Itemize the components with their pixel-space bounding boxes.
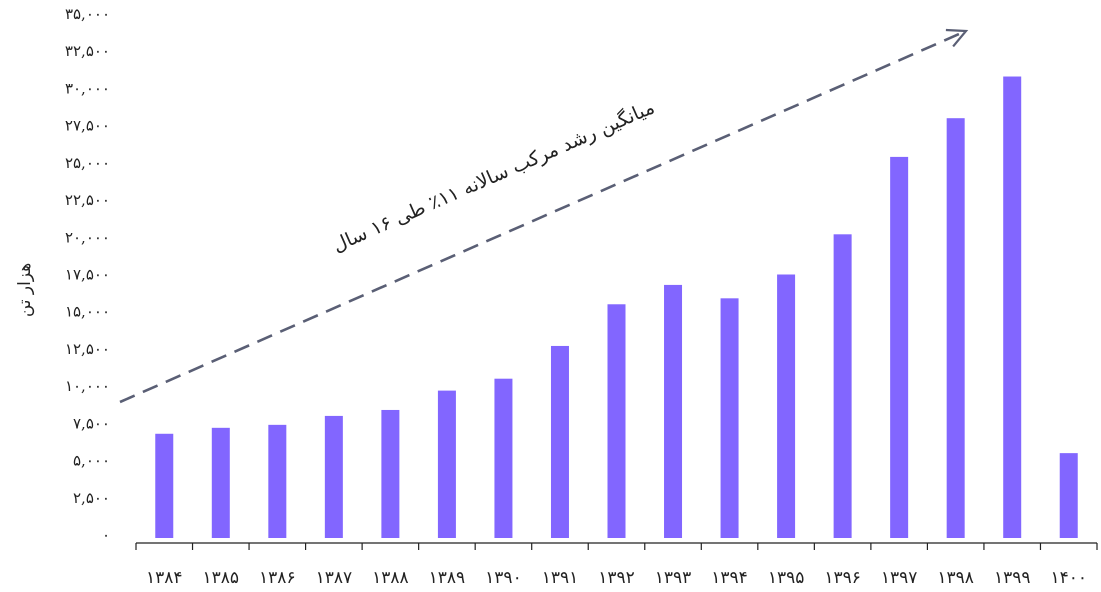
bars: [155, 76, 1078, 539]
bar: [381, 409, 400, 538]
x-tick-label: ١٣٨٨: [372, 568, 409, 588]
bar: [1059, 453, 1078, 538]
x-tick-label: ١٣٩١: [542, 568, 579, 588]
y-tick-label: ١٢,۵٠٠: [65, 340, 110, 358]
x-tick-label: ١٣٨۴: [146, 568, 183, 588]
y-tick-label: ٢٠,٠٠٠: [65, 228, 110, 246]
bar: [211, 427, 230, 538]
x-tick-label: ١۴٠٠: [1050, 568, 1087, 588]
x-tick-label: ١٣٩٧: [881, 568, 918, 588]
x-tick-label: ١٣٩٢: [598, 568, 635, 588]
bar: [1003, 76, 1022, 539]
x-tick-label: ١٣٩۵: [768, 568, 805, 588]
x-tick-label: ١٣٨٩: [429, 568, 466, 588]
bar: [664, 284, 683, 538]
x-tick-label: ١٣٩٩: [994, 568, 1031, 588]
x-tick-label: ١٣٨۶: [259, 568, 296, 588]
x-tick-label: ١٣٩٠: [485, 568, 522, 588]
bar: [946, 118, 965, 538]
y-tick-label: ٢,۵٠٠: [73, 489, 110, 507]
growth-annotation: میانگین رشد مرکب سالانه ١١٪ طی ١۶ سال: [329, 95, 658, 256]
y-tick-label: ١۵,٠٠٠: [65, 303, 110, 321]
y-tick-label: ٢٧,۵٠٠: [65, 117, 110, 135]
x-tick-label: ١٣٩٣: [655, 568, 692, 588]
bar: [494, 378, 513, 538]
y-tick-label: ٧,۵٠٠: [73, 414, 110, 432]
bar: [155, 433, 174, 538]
bar: [268, 424, 287, 538]
y-axis-ticks: ٠ ٢,۵٠٠ ۵,٠٠٠ ٧,۵٠٠ ١٠,٠٠٠ ١٢,۵٠٠ ١۵,٠٠٠ ١٧,۵٠٠…: [65, 5, 110, 544]
y-tick-label: ٠: [102, 526, 110, 544]
y-tick-label: ٢٢,۵٠٠: [65, 191, 110, 209]
bar: [607, 304, 626, 538]
bar: [437, 390, 456, 538]
y-tick-label: ٢۵,٠٠٠: [65, 154, 110, 172]
x-tick-label: ١٣٩۴: [711, 568, 748, 588]
bar: [777, 274, 796, 538]
y-tick-label: ١٠,٠٠٠: [65, 377, 110, 395]
x-axis-ticks: ١٣٨۴ ١٣٨۵ ١٣٨۶ ١٣٨٧ ١٣٨٨ ١٣٨٩ ١٣٩٠ ١٣٩١ ١٣٩٢ ١٣٩٣…: [135, 543, 1098, 588]
x-tick-label: ١٣٨۵: [203, 568, 240, 588]
y-tick-label: ١٧,۵٠٠: [65, 266, 110, 284]
bar: [890, 156, 909, 538]
bar: [550, 345, 569, 538]
trend-arrow: [119, 28, 969, 404]
x-tick-label: ١٣٩۶: [824, 568, 861, 588]
bar: [324, 415, 343, 538]
y-tick-label: ٣٢,۵٠٠: [65, 42, 110, 60]
y-tick-label: ٣٠,٠٠٠: [65, 79, 110, 97]
y-tick-label: ٣۵,٠٠٠: [65, 5, 110, 23]
x-tick-label: ١٣٨٧: [316, 568, 353, 588]
bar: [833, 234, 852, 538]
y-tick-label: ۵,٠٠٠: [73, 452, 110, 470]
y-axis-label: هزار تن: [15, 263, 35, 317]
bar: [720, 298, 739, 538]
x-tick-label: ١٣٩٨: [937, 568, 974, 588]
